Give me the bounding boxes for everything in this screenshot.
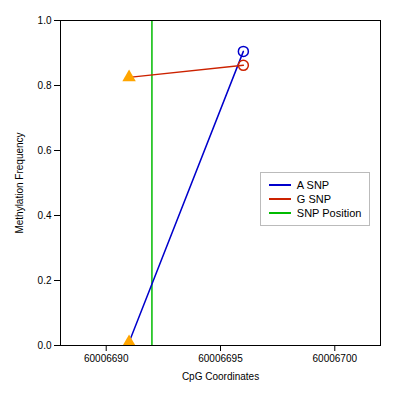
svg-text:60006690: 60006690	[84, 353, 129, 364]
svg-text:Methylation Frequency: Methylation Frequency	[14, 132, 25, 233]
svg-text:0.4: 0.4	[38, 210, 52, 221]
svg-text:0.8: 0.8	[38, 80, 52, 91]
svg-text:1.0: 1.0	[38, 15, 52, 26]
html-text:G SNP: G SNP	[296, 192, 331, 205]
svg-text:0.2: 0.2	[38, 275, 52, 286]
svg-text:60006695: 60006695	[198, 353, 243, 364]
svg-text:CpG Coordinates: CpG Coordinates	[182, 371, 259, 382]
svg-text:0.6: 0.6	[38, 145, 52, 156]
svg-text:0.0: 0.0	[38, 340, 52, 351]
html-text:SNP Position: SNP Position	[296, 206, 362, 219]
svg-text:60006700: 60006700	[313, 353, 358, 364]
html-text:A SNP: A SNP	[296, 178, 330, 191]
